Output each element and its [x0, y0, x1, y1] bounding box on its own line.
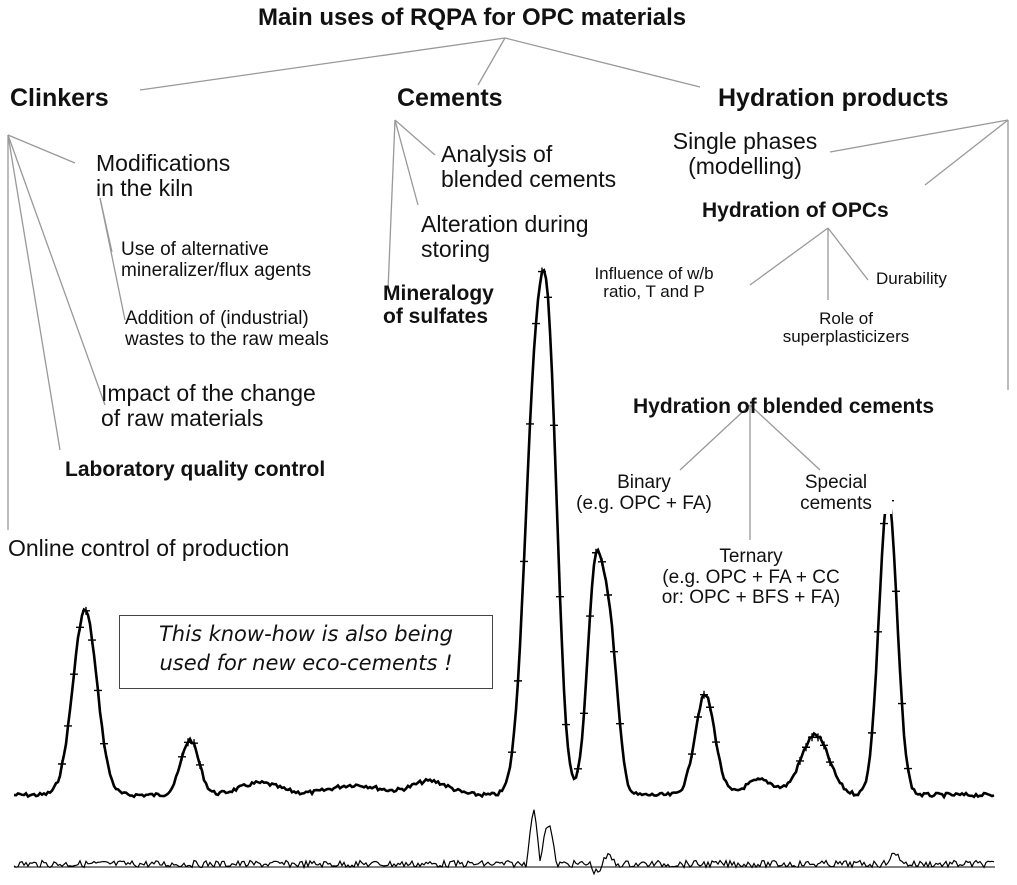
connector-line	[394, 119, 419, 206]
durability: Durability	[876, 269, 947, 288]
observed-point-mark	[586, 612, 594, 621]
observed-point-mark	[532, 319, 540, 328]
connector-line	[679, 404, 751, 471]
connector-line	[7, 134, 61, 451]
connector-line	[387, 119, 396, 291]
observed-point-mark	[538, 267, 546, 276]
observed-point-mark	[700, 690, 708, 699]
observed-point-mark	[802, 743, 810, 752]
observed-point-mark	[76, 623, 84, 632]
connector-line	[99, 197, 126, 321]
observed-point-mark	[898, 699, 906, 708]
hydration-of-opcs: Hydration of OPCs	[702, 199, 889, 222]
observed-point-mark	[94, 686, 102, 695]
observed-point-mark	[694, 713, 702, 722]
observed-point-mark	[880, 519, 888, 528]
observed-point-mark	[580, 709, 588, 718]
observed-point-mark	[58, 760, 66, 769]
observed-point-mark	[520, 557, 528, 566]
wb-ratio-influence: Influence of w/b ratio, T and P	[594, 264, 714, 302]
blended-cements-analysis: Analysis of blended cements	[441, 141, 617, 192]
alternative-mineralizer: Use of alternative mineralizer/flux agent…	[121, 239, 312, 281]
observed-point-mark	[616, 719, 624, 728]
observed-point-mark	[874, 627, 882, 636]
special-cements: Special cements	[780, 472, 892, 515]
ternary-blend: Ternary (e.g. OPC + FA + CC or: OPC + BFS …	[661, 546, 841, 609]
connector-line	[829, 119, 1009, 153]
connector-line	[394, 119, 436, 156]
observed-point-mark	[868, 728, 876, 737]
observed-point-mark	[190, 739, 198, 748]
observed-point-mark	[184, 738, 192, 747]
observed-point-mark	[610, 647, 618, 656]
connector-line	[504, 37, 701, 88]
observed-points	[58, 267, 912, 773]
observed-point-mark	[514, 676, 522, 685]
alteration-storing: Alteration during storing	[421, 211, 589, 262]
binary-blend: Binary (e.g. OPC + FA)	[576, 472, 712, 514]
observed-point-mark	[904, 764, 912, 773]
observed-point-mark	[556, 592, 564, 601]
industrial-wastes: Addition of (industrial) wastes to the ra…	[125, 308, 329, 350]
observed-point-mark	[796, 756, 804, 765]
diagram-title: Main uses of RQPA for OPC materials	[258, 4, 687, 31]
raw-materials-change: Impact of the change of raw materials	[101, 380, 316, 431]
modifications-in-kiln: Modifications in the kiln	[96, 150, 231, 201]
observed-point-mark	[88, 636, 96, 645]
laboratory-quality-control: Laboratory quality control	[65, 458, 326, 481]
connector-line	[749, 404, 821, 471]
observed-point-mark	[592, 548, 600, 557]
observed-point-mark	[178, 752, 186, 761]
connector-line	[477, 37, 506, 86]
observed-point-mark	[598, 557, 606, 566]
observed-point-mark	[892, 587, 900, 596]
connector-line	[749, 227, 829, 286]
observed-point-mark	[706, 703, 714, 712]
connector-line	[924, 119, 1009, 186]
observed-point-mark	[196, 760, 204, 769]
observed-point-mark	[100, 739, 108, 748]
observed-point-mark	[508, 748, 516, 757]
connector-line	[139, 37, 506, 91]
connector-line	[7, 134, 76, 164]
category-cements: Cements	[397, 84, 503, 112]
difference-curve	[13, 809, 995, 876]
hydration-blended-cements: Hydration of blended cements	[633, 395, 935, 418]
observed-point-mark	[712, 738, 720, 747]
observed-point-mark	[688, 750, 696, 759]
connector-line	[827, 227, 869, 281]
mineralogy-sulfates: Mineralogy of sulfates	[383, 282, 494, 328]
single-phases: Single phases (modelling)	[672, 128, 818, 179]
observed-point-mark	[826, 758, 834, 767]
connector-line	[7, 134, 106, 406]
observed-point-mark	[64, 721, 72, 730]
observed-point-mark	[574, 764, 582, 773]
superplasticizers-role: Role of superplasticizers	[782, 309, 910, 347]
observed-point-mark	[814, 733, 822, 742]
observed-point-mark	[526, 419, 534, 428]
online-control-production: Online control of production	[8, 535, 290, 561]
category-clinkers: Clinkers	[10, 84, 109, 112]
observed-point-mark	[82, 606, 90, 615]
category-hydration-products: Hydration products	[718, 84, 949, 112]
observed-point-mark	[550, 421, 558, 430]
eco-cements-note: This know-how is also being used for new …	[119, 615, 493, 689]
observed-point-mark	[544, 293, 552, 302]
observed-point-mark	[70, 670, 78, 679]
observed-point-mark	[562, 720, 570, 729]
observed-point-mark	[604, 590, 612, 599]
observed-point-mark	[820, 741, 828, 750]
